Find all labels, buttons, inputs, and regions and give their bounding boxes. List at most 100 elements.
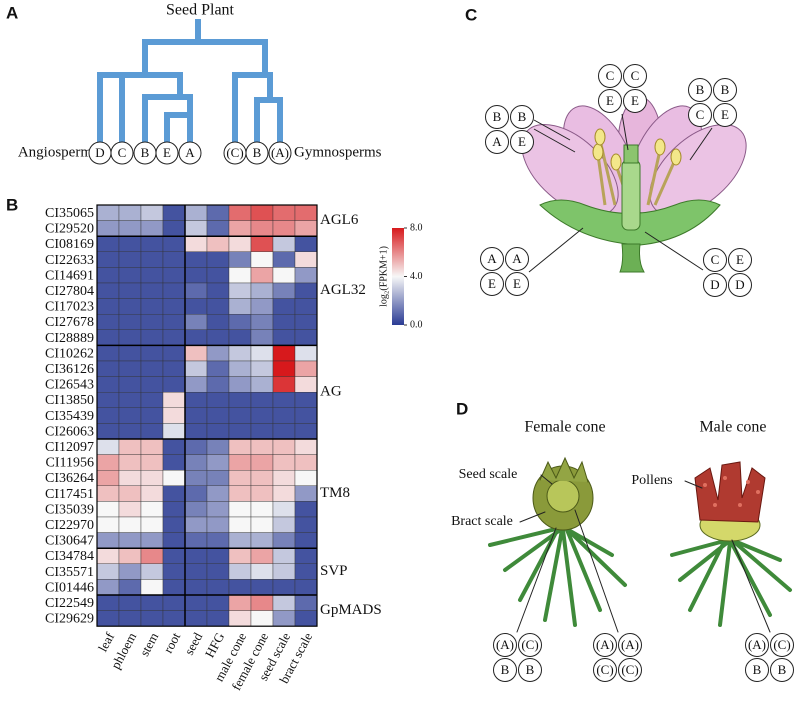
heat-cell [206,376,230,393]
heat-cell [184,314,208,331]
heat-cell [96,314,120,331]
colorbar-tick-label: 0.0 [410,319,423,330]
heat-cell [162,485,186,502]
tree-title: Seed Plant [166,2,235,19]
colorbar-tick-label: 4.0 [410,271,423,282]
heat-cell [250,454,274,471]
label-circle [485,105,509,129]
heat-cell [206,579,230,596]
heat-cell [118,360,142,377]
row-label: CI27804 [45,284,94,299]
row-label: CI11956 [46,456,94,471]
heat-cell [162,235,186,252]
heat-cell [250,235,274,252]
tree [97,19,283,144]
heat-cell [96,345,120,362]
circle-label: (C) [226,145,243,160]
heat-cell [272,345,296,362]
heat-cell [140,360,164,377]
heat-cell [250,548,274,565]
label-circle [623,64,647,88]
circle-label: A [185,145,195,160]
heat-cell [162,267,186,284]
heat-cell [206,251,230,268]
heat-cell [184,407,208,424]
heat-cell [140,329,164,346]
heat-cell [162,594,186,611]
heat-cell [140,376,164,393]
heat-cell [184,345,208,362]
heat-cell [184,594,208,611]
panel-label: A [6,3,18,22]
heat-cell [250,267,274,284]
row-label: CI17023 [45,300,94,315]
label-circle [505,272,529,296]
female-cone-title: Female cone [524,419,605,436]
heat-cell [140,235,164,252]
circle-label: (C) [621,662,638,677]
heat-cell [118,548,142,565]
heat-cell [162,360,186,377]
heat-cell [206,282,230,299]
colorbar-tick-label: 8.0 [410,222,423,233]
row-label: CI35065 [45,206,94,221]
heat-cell [272,470,296,487]
heat-cell [272,485,296,502]
circle-label: B [518,109,527,124]
heat-cell [162,423,186,440]
heat-cell [206,204,230,221]
row-label: CI10262 [45,346,94,361]
heat-cell [228,407,252,424]
heat-cell [250,282,274,299]
heat-cell [294,204,318,221]
heat-cell [140,298,164,315]
heat-cell [294,314,318,331]
heat-cell [118,204,142,221]
circle-label: A [512,251,522,266]
heat-cell [96,594,120,611]
heat-cell [96,267,120,284]
heat-cell [140,314,164,331]
heat-cell [294,267,318,284]
label-circle [703,248,727,272]
heat-cell [140,594,164,611]
heat-cell [140,423,164,440]
cone-drawing [488,456,792,633]
heat-cell [96,438,120,455]
heat-cell [206,501,230,518]
heat-cell [162,407,186,424]
circle-label: B [501,662,510,677]
heat-cell [118,485,142,502]
heat-cell [228,610,252,627]
panel-label: B [6,195,18,214]
heat-cell [272,235,296,252]
heat-cell [184,220,208,237]
circle-label: (C) [596,662,613,677]
heat-cell [162,548,186,565]
heat-cell [228,594,252,611]
heat-cell [250,407,274,424]
heat-cell [162,563,186,580]
heat-cell [206,407,230,424]
heat-cell [140,407,164,424]
heat-cell [294,235,318,252]
heat-cell [228,579,252,596]
heat-cell [118,376,142,393]
circle-label: E [163,145,171,160]
heat-cell [250,516,274,533]
heat-cell [206,267,230,284]
circle-label: (C) [773,637,790,652]
circle-label: E [606,93,614,108]
heat-cell [184,438,208,455]
heat-cell [184,376,208,393]
bract-scale-label: Bract scale [451,514,513,529]
tree-left-label: Angiosperm [18,144,92,160]
heat-cell [184,329,208,346]
circle-label: E [513,276,521,291]
heat-cell [184,485,208,502]
circle-label: C [631,68,640,83]
label-circle [728,273,752,297]
heat-cell [206,235,230,252]
heat-cell [184,204,208,221]
heat-cell [140,563,164,580]
